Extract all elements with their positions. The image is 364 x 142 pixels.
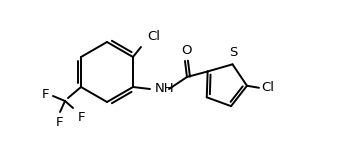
- Text: O: O: [182, 44, 192, 57]
- Text: Cl: Cl: [147, 30, 160, 43]
- Text: F: F: [41, 87, 49, 101]
- Text: NH: NH: [155, 83, 175, 96]
- Text: S: S: [229, 46, 238, 59]
- Text: Cl: Cl: [261, 81, 274, 94]
- Text: F: F: [55, 116, 63, 129]
- Text: F: F: [78, 111, 86, 124]
